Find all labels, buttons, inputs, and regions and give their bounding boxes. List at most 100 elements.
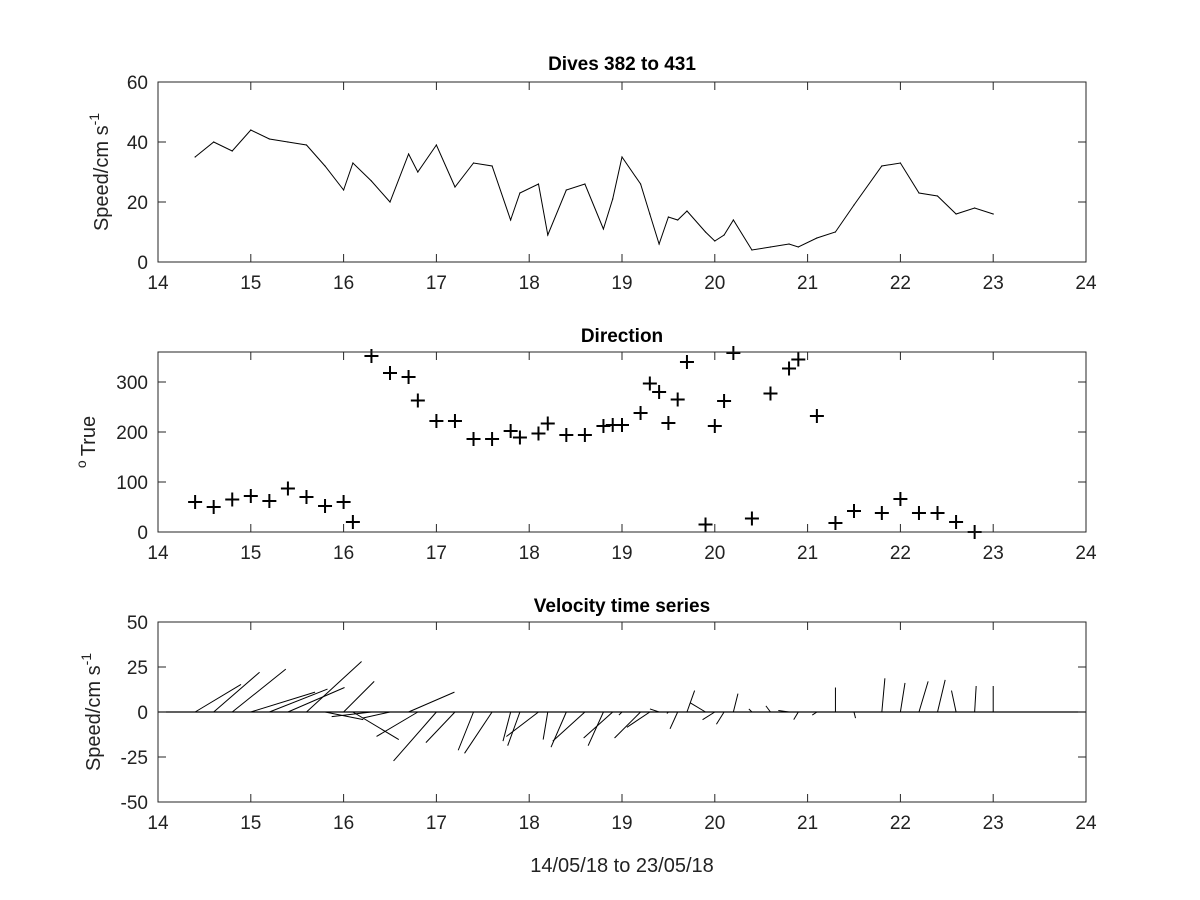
velocity-vector-stick: [408, 691, 455, 713]
speed-data-point: [714, 240, 716, 242]
speed-xtick-label: 18: [519, 273, 540, 294]
velocity-vector-stick: [951, 690, 957, 713]
speed-data-point: [658, 243, 660, 245]
speed-data-point: [250, 129, 252, 131]
direction-xtick-label: 14: [147, 543, 169, 564]
speed-data-point: [454, 186, 456, 188]
direction-marker: [383, 366, 397, 380]
velocity-vector-stick: [626, 711, 651, 728]
velocity-vector-stick: [502, 711, 512, 742]
speed-data-point: [612, 198, 614, 200]
direction-marker: [540, 416, 555, 431]
speed-data-point: [537, 183, 540, 185]
speed-data-point: [918, 192, 920, 194]
speed-xtick-label: 22: [890, 273, 911, 294]
velocity-panel: Velocity time series Speed/cm s-1 14/05/…: [78, 596, 1097, 877]
speed-data-point: [899, 162, 902, 164]
direction-marker: [206, 500, 221, 514]
speed-data-point: [194, 156, 196, 158]
speed-data-point: [472, 162, 475, 164]
speed-data-point: [936, 195, 939, 197]
velocity-panel-ylabel-text: Speed/cm s: [83, 665, 105, 771]
speed-data-point: [853, 204, 855, 206]
direction-ytick-label: 300: [116, 373, 148, 394]
direction-marker: [633, 406, 648, 420]
speed-data-point: [584, 183, 586, 185]
velocity-vector-stick: [899, 682, 906, 713]
speed-data-point: [565, 189, 567, 191]
speed-data-point: [751, 249, 753, 251]
direction-xtick-label: 16: [333, 543, 354, 564]
direction-marker: [847, 504, 861, 518]
svg-text:Speed/cm s-1: Speed/cm s-1: [78, 653, 105, 771]
velocity-vector-stick: [393, 711, 437, 762]
velocity-vector-stick: [457, 711, 474, 751]
direction-marker: [280, 481, 295, 496]
direction-marker: [559, 428, 574, 442]
velocity-ytick-label: -50: [121, 793, 148, 814]
direction-xtick-label: 21: [797, 543, 818, 564]
speed-data-point: [769, 246, 772, 248]
velocity-vector-stick: [583, 711, 614, 739]
direction-ytick-label: 200: [116, 423, 148, 444]
velocity-vector-stick: [362, 711, 391, 719]
speed-data-point: [974, 207, 976, 209]
velocity-ytick-label: 25: [127, 658, 148, 679]
speed-data-point: [723, 234, 725, 236]
velocity-vector-stick: [306, 661, 362, 713]
speed-data-point: [547, 234, 549, 236]
speed-panel-title: Dives 382 to 431: [548, 54, 696, 75]
velocity-vector-stick: [343, 681, 375, 713]
velocity-vector-stick: [352, 711, 400, 740]
speed-data-point: [268, 138, 270, 140]
direction-marker: [447, 414, 462, 428]
velocity-vector-stick: [689, 702, 706, 713]
velocity-vector-stick: [716, 711, 725, 725]
velocity-xtick-label: 16: [333, 813, 354, 834]
direction-xtick-label: 18: [519, 543, 540, 564]
speed-data-point: [305, 144, 308, 146]
speed-data-point: [324, 165, 326, 167]
speed-data-point: [510, 219, 512, 221]
speed-xtick-label: 23: [983, 273, 1004, 294]
velocity-xtick-label: 24: [1075, 813, 1097, 834]
svg-text:oTrue: o True: [73, 416, 100, 468]
speed-data-point: [797, 246, 799, 248]
direction-xtick-label: 24: [1075, 543, 1097, 564]
velocity-vector-stick: [331, 711, 372, 718]
direction-marker: [401, 370, 416, 384]
velocity-vector-stick: [614, 711, 641, 739]
speed-marks: [194, 129, 994, 251]
speed-data-point: [389, 201, 391, 203]
velocity-xtick-label: 22: [890, 813, 911, 834]
direction-marker: [410, 393, 425, 408]
direction-marker: [874, 506, 889, 520]
direction-ytick-label: 0: [137, 523, 148, 544]
velocity-vector-stick: [587, 711, 604, 746]
direction-ytick-label: 100: [116, 473, 148, 494]
velocity-panel-xlabel: 14/05/18 to 23/05/18: [530, 855, 714, 877]
direction-panel-ylabel-prefix: o: [73, 460, 89, 468]
direction-marker: [782, 361, 797, 376]
velocity-vector-stick: [702, 711, 716, 721]
speed-panel-ylabel-text: Speed/cm s: [91, 125, 113, 231]
direction-panel-title: Direction: [581, 326, 663, 347]
direction-xtick-label: 22: [890, 543, 911, 564]
speed-data-point: [686, 210, 688, 212]
speed-data-point: [816, 237, 818, 239]
velocity-xtick-label: 19: [611, 813, 632, 834]
velocity-ytick-label: 50: [127, 613, 148, 634]
direction-xtick-label: 15: [240, 543, 261, 564]
speed-data-point: [649, 213, 651, 215]
direction-marker: [949, 515, 964, 529]
speed-xtick-label: 15: [240, 273, 261, 294]
direction-marker: [698, 517, 713, 532]
speed-data-point: [677, 219, 679, 221]
velocity-vector-stick: [974, 685, 977, 713]
direction-panel-ylabel: o True: [73, 416, 100, 468]
direction-marker: [429, 414, 444, 428]
direction-marker: [262, 494, 277, 508]
direction-marker: [299, 490, 314, 504]
velocity-vector-stick: [376, 711, 419, 737]
velocity-vector-stick: [194, 684, 242, 713]
